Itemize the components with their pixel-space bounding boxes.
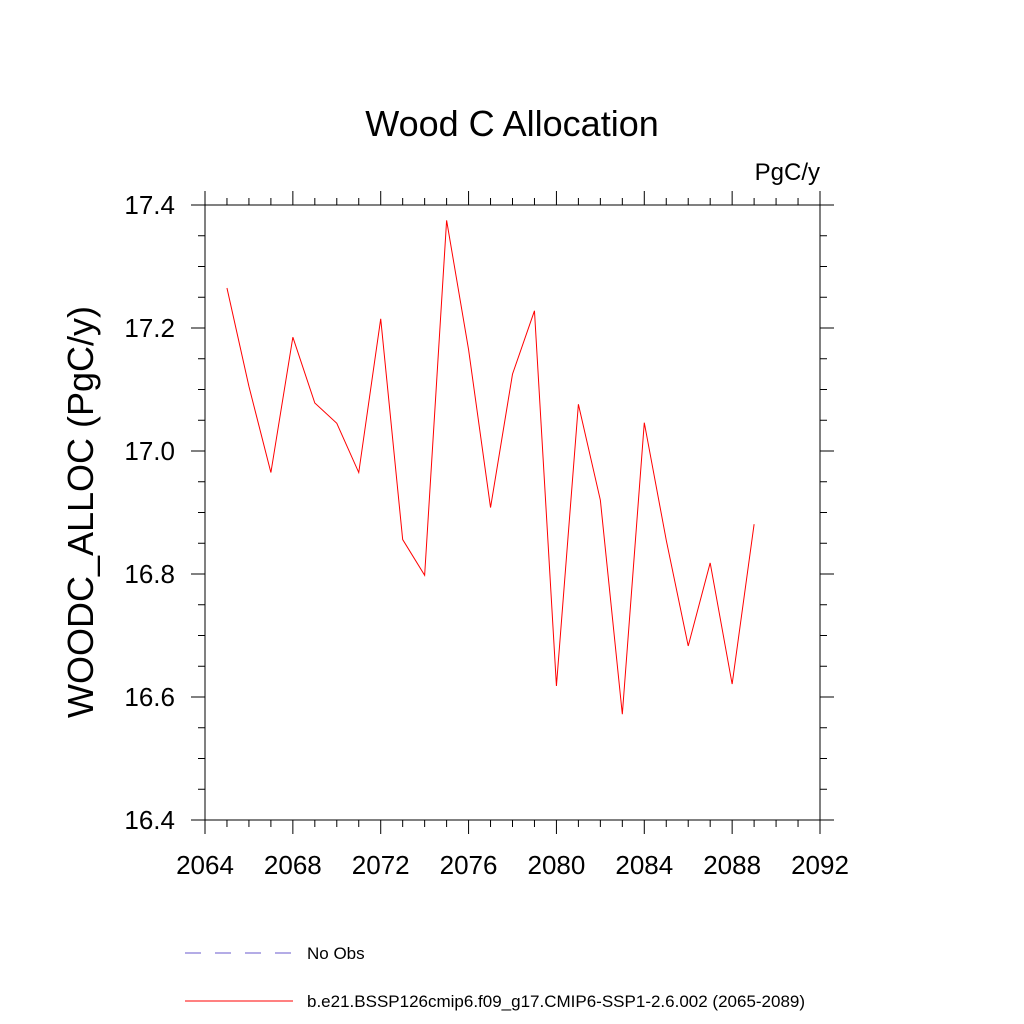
units-label: PgC/y xyxy=(755,159,820,186)
y-tick-label: 17.2 xyxy=(124,313,175,343)
x-tick-label: 2072 xyxy=(352,850,410,880)
x-tick-label: 2084 xyxy=(615,850,673,880)
x-tick-label: 2064 xyxy=(176,850,234,880)
plot-frame xyxy=(204,204,821,821)
legend-no-obs-label: No Obs xyxy=(307,944,365,963)
chart-title: Wood C Allocation xyxy=(365,103,659,144)
series-line xyxy=(226,220,755,715)
legend: No Obs b.e21.BSSP126cmip6.f09_g17.CMIP6-… xyxy=(185,944,805,1011)
y-axis-label: WOODC_ALLOC (PgC/y) xyxy=(60,306,101,718)
y-tick-label: 16.4 xyxy=(124,805,175,835)
series-layer xyxy=(226,220,755,715)
axes: 2064 2068 2072 2076 2080 2084 2088 2092 16.4 16.6… xyxy=(124,190,849,880)
x-tick-label: 2080 xyxy=(528,850,586,880)
y-tick-label: 16.6 xyxy=(124,682,175,712)
legend-model-label: b.e21.BSSP126cmip6.f09_g17.CMIP6-SSP1-2.… xyxy=(307,992,805,1011)
y-tick-label: 16.8 xyxy=(124,559,175,589)
x-tick-label: 2076 xyxy=(440,850,498,880)
x-tick-label: 2088 xyxy=(703,850,761,880)
y-tick-label: 17.0 xyxy=(124,436,175,466)
x-tick-label: 2092 xyxy=(791,850,849,880)
y-tick-label: 17.4 xyxy=(124,190,175,220)
x-tick-label: 2068 xyxy=(264,850,322,880)
